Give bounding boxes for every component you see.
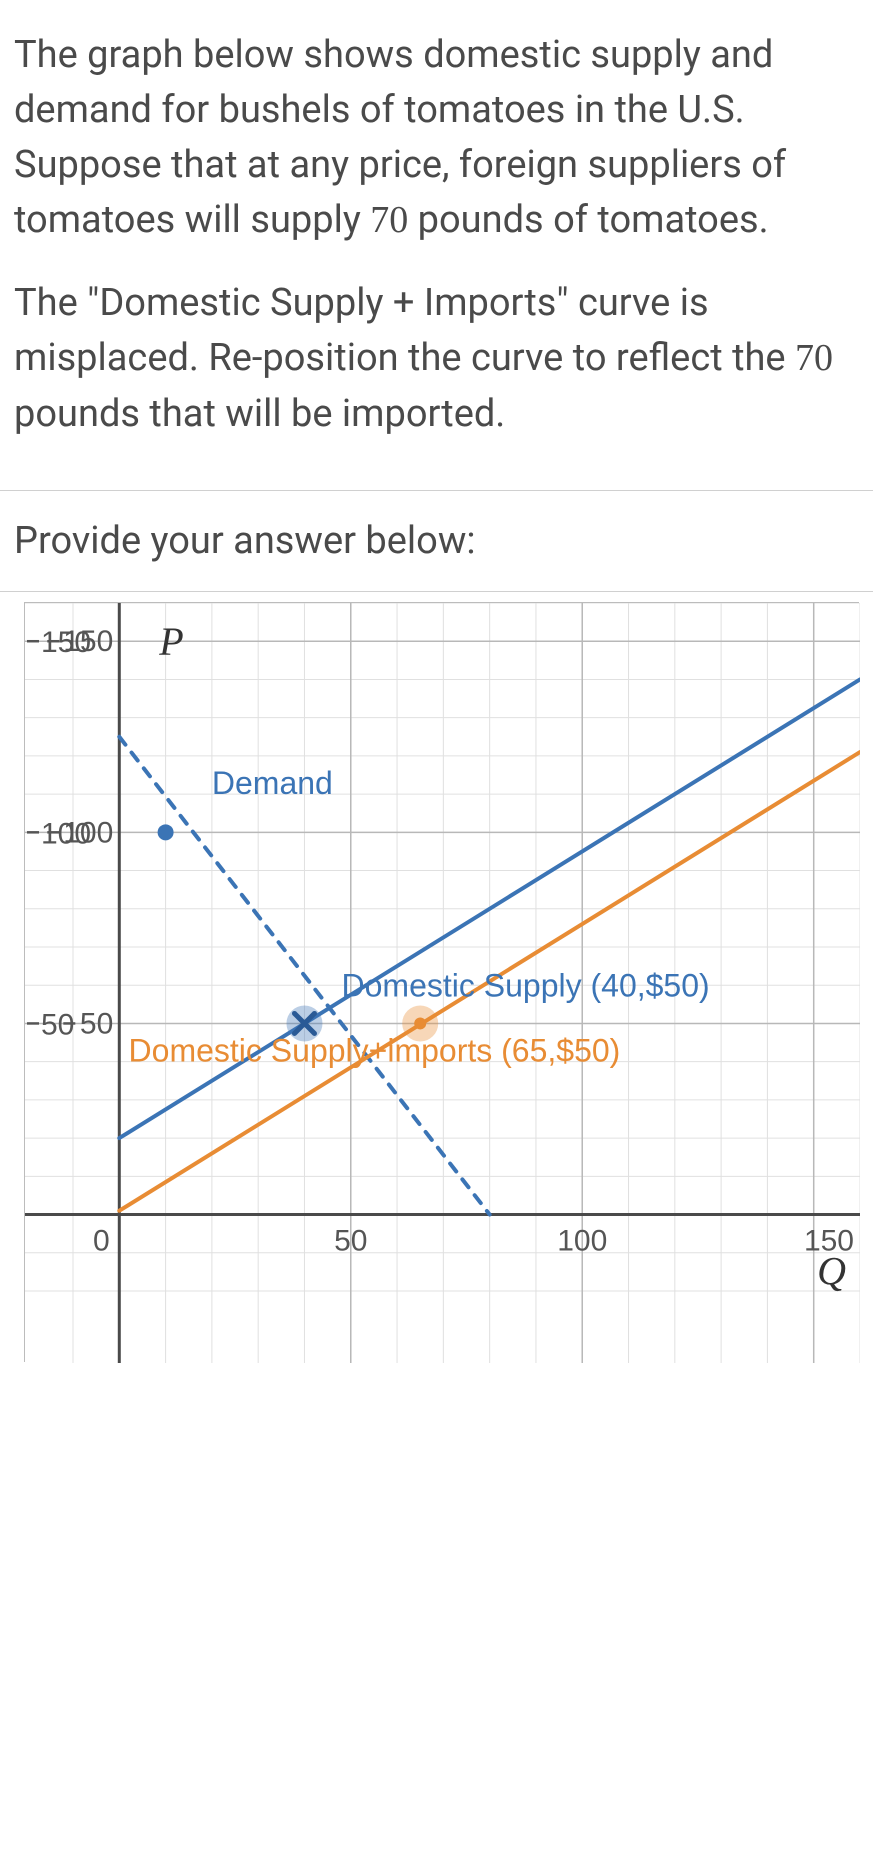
svg-text:50: 50 <box>41 1008 74 1041</box>
question-p2-num: 70 <box>795 337 833 379</box>
question-p2-before: The "Domestic Supply + Imports" curve is… <box>14 281 795 380</box>
question-p1-after: pounds of tomatoes. <box>408 198 768 242</box>
question-p2-after: pounds that will be imported. <box>14 392 505 436</box>
question-text: The graph below shows domestic supply an… <box>0 0 873 490</box>
svg-text:0: 0 <box>93 1224 110 1257</box>
svg-text:Q: Q <box>817 1248 846 1293</box>
supply-demand-chart[interactable]: 5010015050100150050100150PQDemandDomesti… <box>24 602 859 1362</box>
svg-text:50: 50 <box>334 1224 367 1257</box>
svg-text:150: 150 <box>41 626 91 659</box>
svg-text:Domestic Supply+imports (65,$5: Domestic Supply+imports (65,$50) <box>129 1032 621 1068</box>
question-p1-num: 70 <box>370 199 408 241</box>
chart-svg[interactable]: 5010015050100150050100150PQDemandDomesti… <box>25 603 860 1363</box>
svg-text:50: 50 <box>80 1007 113 1040</box>
chart-container: 5010015050100150050100150PQDemandDomesti… <box>0 592 873 1382</box>
svg-text:100: 100 <box>557 1224 607 1257</box>
question-paragraph-2: The "Domestic Supply + Imports" curve is… <box>14 276 859 441</box>
svg-text:Domestic Supply (40,$50): Domestic Supply (40,$50) <box>342 967 710 1003</box>
answer-prompt: Provide your answer below: <box>0 491 873 591</box>
svg-text:100: 100 <box>41 817 91 850</box>
question-paragraph-1: The graph below shows domestic supply an… <box>14 28 859 248</box>
svg-text:Demand: Demand <box>212 765 333 801</box>
svg-text:P: P <box>158 619 183 664</box>
